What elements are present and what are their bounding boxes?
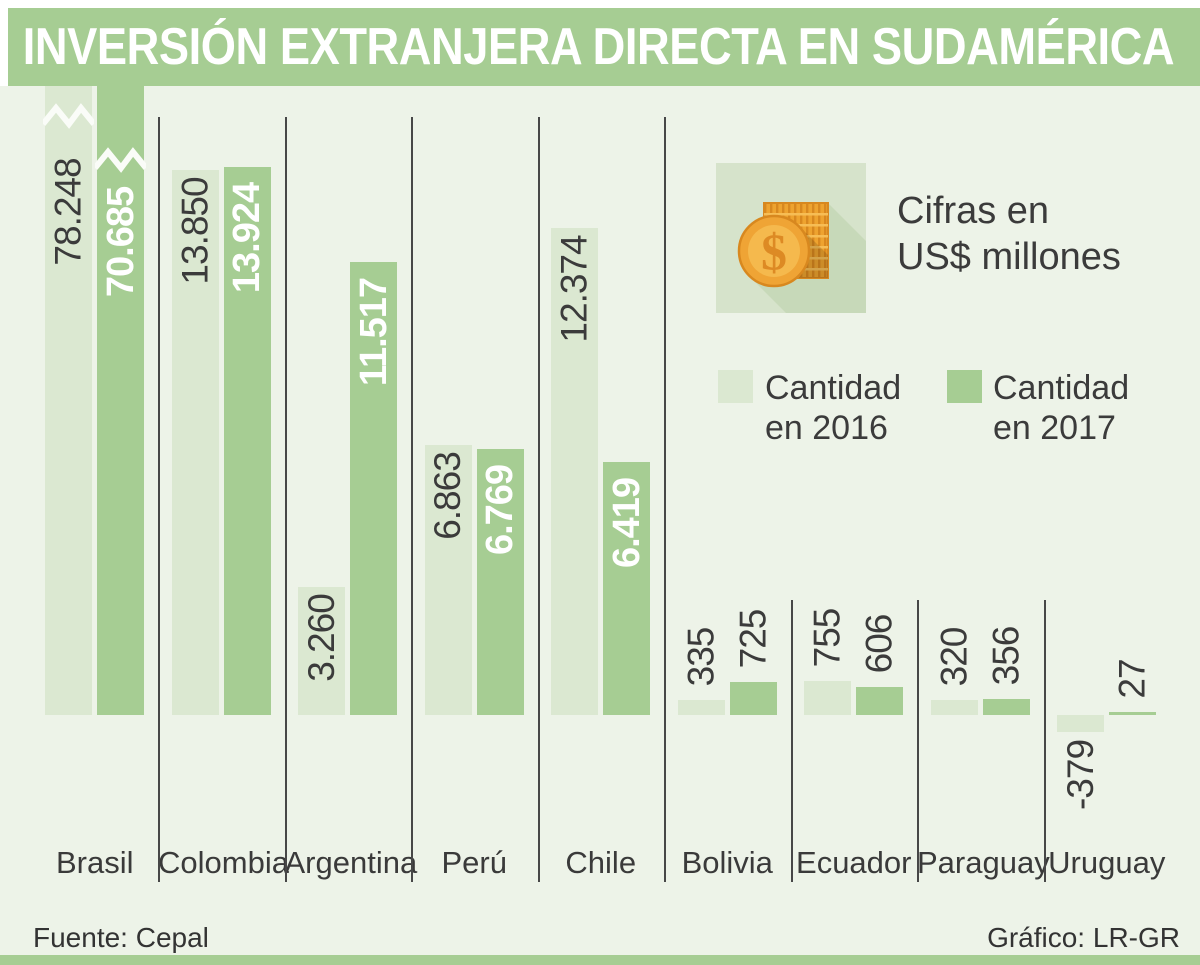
group-divider	[790, 600, 793, 882]
units-note: Cifras en US$ millones	[897, 188, 1187, 280]
units-note-line2: US$ millones	[897, 236, 1121, 278]
bar-argentina-2017	[350, 262, 398, 715]
footer-source: Fuente: Cepal	[33, 922, 209, 953]
bar-bolivia-2017	[729, 682, 777, 715]
value-label-chile-2016: 12.374	[553, 234, 595, 343]
units-note-line1: Cifras en	[897, 190, 1050, 232]
group-divider	[284, 117, 287, 882]
axis-label-uruguay: Uruguay	[1048, 845, 1166, 880]
axis-label-argentina: Argentina	[284, 845, 418, 880]
group-divider	[411, 117, 413, 882]
value-label-ecuador-2017: 606	[858, 614, 900, 673]
bar-paraguay-2016	[930, 700, 978, 715]
dollar-coins-icon-svg: $	[716, 163, 866, 313]
bar-argentina-2016	[298, 587, 346, 715]
dollar-coins-icon: $	[716, 163, 866, 313]
bar-brasil-2017	[97, 86, 145, 715]
axis-label-paraguay: Paraguay	[917, 845, 1050, 880]
page-title: INVERSIÓN EXTRANJERA DIRECTA EN SUDAMÉRI…	[22, 18, 1175, 76]
bar-chile-2017	[603, 462, 651, 715]
value-label-brasil-2017: 70.685	[99, 186, 142, 298]
footer-credit: Gráfico: LR-GR	[987, 922, 1180, 953]
value-label-bolivia-2017: 725	[732, 609, 774, 668]
value-label-ecuador-2016: 755	[806, 608, 848, 667]
axis-label-bolivia: Bolivia	[681, 845, 773, 880]
bar-bolivia-2016	[677, 700, 725, 715]
bar-brasil-2016	[45, 86, 93, 715]
value-label-perú-2017: 6.769	[479, 464, 522, 556]
bar-uruguay-2016	[1057, 715, 1105, 732]
value-label-brasil-2016: 78.248	[47, 157, 89, 266]
legend-label-2016: Cantidad en 2016	[765, 369, 902, 447]
bar-colombia-2016	[171, 170, 219, 715]
value-label-bolivia-2016: 335	[680, 627, 722, 686]
dollar-sign: $	[761, 225, 787, 282]
axis-label-colombia: Colombia	[158, 845, 289, 880]
value-label-paraguay-2017: 356	[985, 626, 1027, 685]
bar-ecuador-2017	[856, 687, 904, 715]
axis-break-zigzag	[95, 147, 147, 173]
value-label-colombia-2016: 13.850	[174, 176, 216, 285]
bottom-accent-strip	[0, 955, 1200, 965]
value-label-uruguay-2016: -379	[1059, 739, 1101, 811]
value-label-colombia-2017: 13.924	[226, 182, 269, 294]
axis-label-chile: Chile	[565, 845, 637, 880]
bar-perú-2017	[476, 449, 524, 715]
group-divider	[917, 600, 919, 882]
value-label-uruguay-2017: 27	[1111, 658, 1153, 699]
value-label-argentina-2017: 11.517	[352, 277, 395, 387]
bar-ecuador-2016	[804, 681, 852, 715]
legend-swatch-2016	[718, 370, 753, 403]
title-bar: INVERSIÓN EXTRANJERA DIRECTA EN SUDAMÉRI…	[8, 8, 1200, 86]
bar-colombia-2017	[223, 167, 271, 715]
group-divider	[1043, 600, 1046, 882]
axis-label-ecuador: Ecuador	[796, 845, 912, 880]
value-label-chile-2017: 6.419	[605, 477, 648, 569]
legend-label-2017: Cantidad en 2017	[993, 369, 1130, 447]
axis-break-zigzag	[43, 103, 95, 129]
bar-uruguay-2017	[1109, 712, 1157, 715]
axis-label-brasil: Brasil	[55, 845, 134, 880]
value-label-perú-2016: 6.863	[427, 452, 469, 540]
bar-paraguay-2017	[982, 699, 1030, 715]
group-divider	[158, 117, 160, 882]
value-label-paraguay-2016: 320	[933, 627, 975, 686]
value-label-argentina-2016: 3.260	[300, 594, 342, 682]
legend-swatch-2017	[947, 370, 982, 403]
axis-label-perú: Perú	[441, 845, 507, 880]
bar-perú-2016	[424, 445, 472, 715]
group-divider	[664, 117, 666, 882]
group-divider	[537, 117, 540, 882]
bar-chile-2016	[551, 228, 599, 715]
